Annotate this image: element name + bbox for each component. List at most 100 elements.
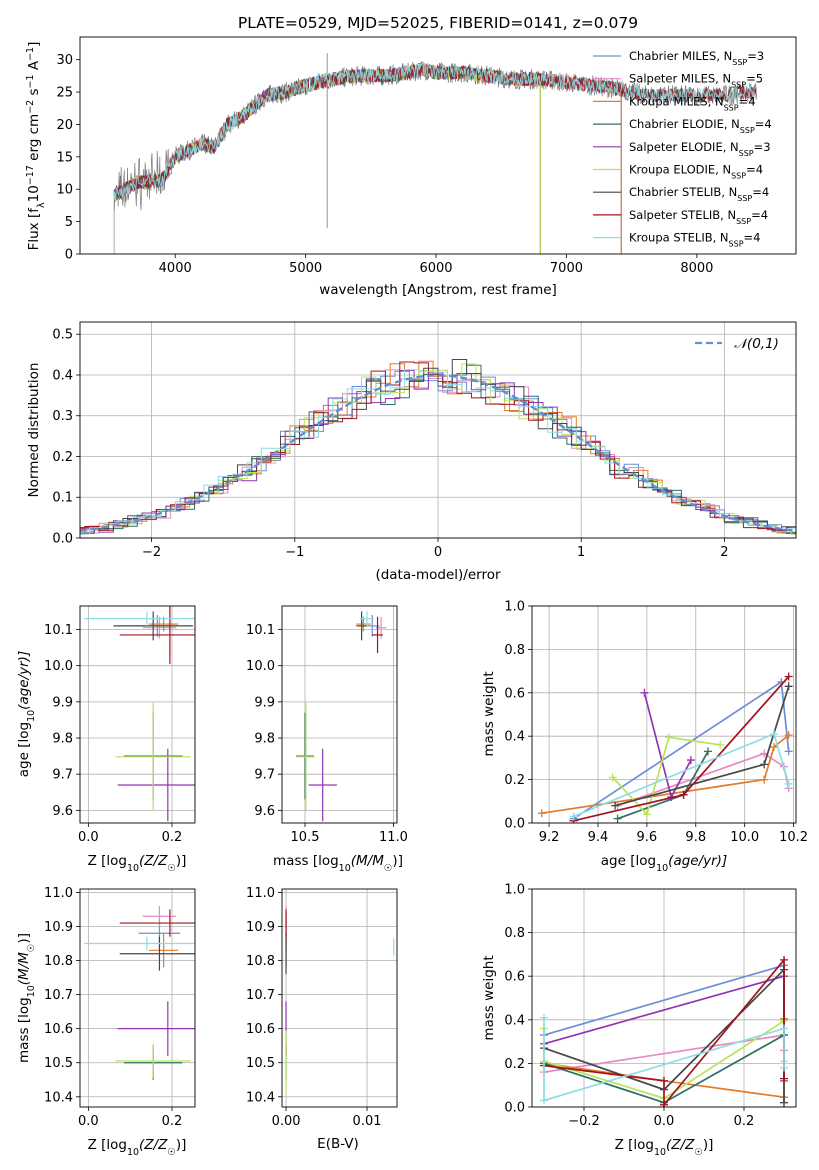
histogram-salpeter-miles <box>80 369 796 534</box>
y-tick-label: 20 <box>56 118 73 133</box>
histogram-salpeter-elodie <box>80 370 796 535</box>
legend-eq: = <box>751 208 761 222</box>
x-axis-label: Z [log10(Z/Z☉)] <box>88 853 187 874</box>
y-tick-label: 10.6 <box>246 1022 275 1037</box>
axes-frame <box>281 888 398 1108</box>
legend-eq: = <box>752 185 762 199</box>
label-part: )] <box>392 853 403 869</box>
x-tick-label: 0.0 <box>654 1114 675 1129</box>
legend-name: Chabrier MILES <box>629 49 716 63</box>
y-tick-label: 30 <box>56 53 73 68</box>
legend-eq: = <box>754 140 764 154</box>
label-part: ☉ <box>384 863 393 874</box>
label-part: )] <box>176 853 187 869</box>
legend-name: Kroupa STELIB <box>629 231 713 245</box>
weight-line-chabrier-miles <box>573 680 790 820</box>
point-salpeter-elodie <box>308 748 337 822</box>
y-tick-label: 10.9 <box>44 920 73 935</box>
label-part: −2 <box>25 100 36 114</box>
legend-name: Kroupa ELODIE <box>629 163 715 177</box>
legend-eq: = <box>744 231 754 245</box>
label-part: ☉ <box>26 944 37 953</box>
panel-weight-vs-Z: −0.2 0.0 0.2 0.0 0.2 0.4 0.6 0.8 1.0 <box>504 883 796 1129</box>
legend-sep: , N <box>724 117 740 131</box>
y-tick-label: 0.8 <box>504 643 525 658</box>
label-part: mass [log <box>16 997 32 1063</box>
point-salpeter-elodie <box>117 1001 195 1056</box>
point-kroupa-miles <box>356 616 371 632</box>
label-part: (Z/Z <box>139 1137 168 1153</box>
weight-marker <box>704 747 712 756</box>
x-axis-label: (data-model)/error <box>375 567 501 583</box>
weight-lines <box>537 672 793 823</box>
legend-sep: , N <box>708 94 724 108</box>
point-salpeter-stelib <box>372 616 383 654</box>
weight-marker <box>660 1076 668 1085</box>
legend-entry: 𝒩(0,1) <box>734 336 779 352</box>
label-part: erg cm <box>26 114 42 165</box>
y-tick-label: 25 <box>56 86 73 101</box>
weight-marker <box>640 688 649 697</box>
legend-nssp: 3 <box>757 49 764 63</box>
x-axis-label: E(B-V) <box>317 1136 359 1152</box>
panel-residuals: −2 −1 0 1 2 0.0 0.1 0.2 0.3 0.4 0.5 𝒩(0,1) <box>52 322 796 560</box>
weight-marker <box>780 1074 788 1083</box>
legend-eq: = <box>746 163 756 177</box>
y-tick-label: 10.7 <box>246 988 275 1003</box>
label-part: 10 <box>127 863 139 874</box>
x-tick-label: 2 <box>720 545 728 560</box>
x-tick-label: 0 <box>434 545 442 560</box>
weight-marker <box>660 1100 668 1107</box>
label-part: Z [log <box>88 1137 127 1153</box>
y-tick-label: 10.5 <box>246 1056 275 1071</box>
axes-frame <box>79 888 196 1108</box>
label-part: (Z/Z <box>666 1137 695 1153</box>
point-salpeter-elodie <box>117 748 195 822</box>
legend-nssp: 4 <box>762 185 769 199</box>
y-tick-label: 1.0 <box>504 883 525 898</box>
legend-entry: Chabrier STELIB, NSSP=4 <box>629 185 769 203</box>
errorbars <box>84 606 195 822</box>
label-part: ] <box>26 42 42 47</box>
legend-entry: Kroupa MILES, NSSP=4 <box>629 94 756 112</box>
label-part: −1 <box>25 74 36 88</box>
legend-sub: SSP <box>736 216 751 225</box>
weight-line-kroupa-elodie <box>612 736 721 816</box>
x-axis-label: age [log10(age/yr)] <box>601 853 727 874</box>
weight-marker <box>664 733 673 742</box>
model-salpeter-stelib <box>113 63 757 204</box>
label-part: )] <box>176 1137 187 1153</box>
weight-marker <box>780 1098 788 1107</box>
y-tick-label: 10.7 <box>44 988 73 1003</box>
y-tick-label: 9.9 <box>52 695 73 710</box>
weight-line-kroupa-stelib <box>573 732 790 818</box>
y-tick-label: 9.7 <box>254 768 275 783</box>
panel-spectrum: 4000 5000 6000 7000 8000 0 5 10 15 20 25 30 Chabrier… <box>56 49 771 276</box>
x-tick-label: 7000 <box>550 261 583 276</box>
label-part: (age/yr)] <box>16 651 32 710</box>
weight-marker <box>686 756 695 765</box>
weight-marker <box>608 773 617 782</box>
point-kroupa-elodie <box>115 1043 191 1079</box>
errorbars <box>285 906 395 1092</box>
y-axis-label: Flux [fλ10−17 erg cm−2 s−1 A−1] <box>25 42 47 251</box>
y-tick-label: 1.0 <box>504 600 525 615</box>
label-part: (age/yr)] <box>668 853 727 869</box>
label-part: 10 <box>654 1147 666 1158</box>
legend-sep: , N <box>716 49 732 63</box>
point-chabrier-stelib <box>113 611 193 641</box>
y-tick-label: 5 <box>65 215 73 230</box>
y-tick-label: 11.0 <box>44 886 73 901</box>
legend-name: Salpeter MILES <box>629 72 715 86</box>
weight-lines <box>540 955 788 1107</box>
y-tick-label: 10.8 <box>44 954 73 969</box>
legend-nssp: 4 <box>764 117 771 131</box>
y-tick-label: 0.8 <box>504 926 525 941</box>
y-axis-label: age [log10(age/yr)] <box>16 651 37 777</box>
legend-name: Chabrier STELIB <box>629 185 721 199</box>
y-tick-label: 0.4 <box>504 1013 525 1028</box>
point-kroupa-stelib <box>84 611 195 626</box>
y-axis-label: mass weight <box>481 955 497 1040</box>
legend-sep: , N <box>720 208 736 222</box>
x-axis-label: mass [log10(M/M☉)] <box>273 853 403 874</box>
